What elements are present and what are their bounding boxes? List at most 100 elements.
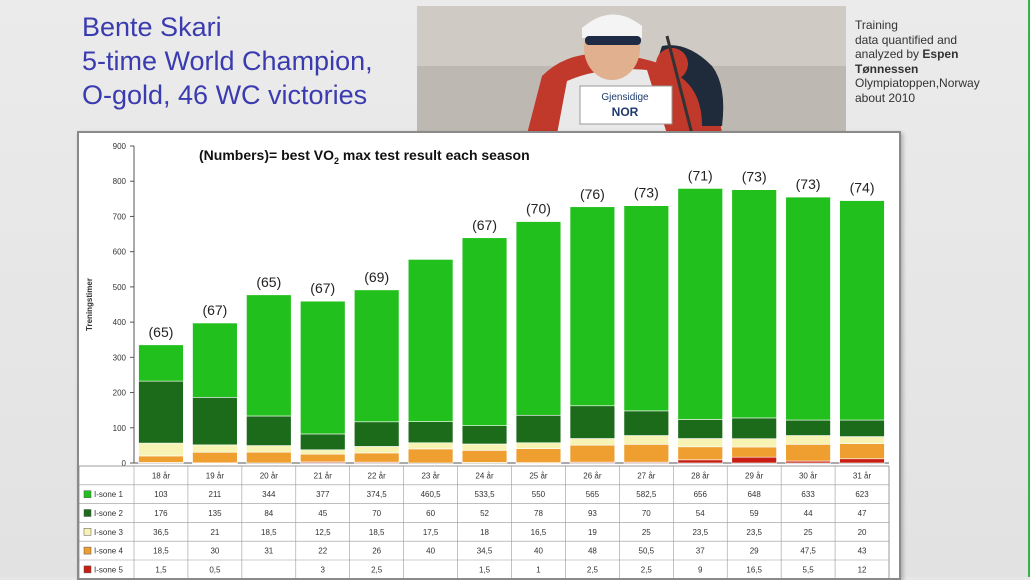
- legend-swatch: [83, 546, 92, 555]
- bar-segment: [515, 448, 562, 463]
- vo2-annotation: (70): [526, 201, 551, 217]
- vo2-annotation: (73): [742, 169, 767, 185]
- bar-segment: [677, 438, 723, 448]
- vo2-annotation: (73): [634, 185, 659, 201]
- table-value: 460,5: [421, 490, 442, 499]
- right-edge-stripe: [1028, 0, 1030, 577]
- bar-segment: [731, 417, 777, 439]
- legend-swatch: [83, 565, 92, 574]
- bar-segment: [461, 443, 508, 451]
- table-value: 70: [642, 509, 651, 518]
- table-value: 18,5: [261, 528, 277, 537]
- bar-segment: [785, 444, 831, 462]
- table-value: 84: [264, 509, 273, 518]
- legend-swatch: [83, 490, 92, 498]
- bar-segment: [839, 436, 885, 444]
- table-value: 18,5: [153, 547, 169, 556]
- chart-title-part: (Numbers)= best VO: [199, 147, 334, 163]
- skier-photo-illustration: Gjensidige NOR: [417, 6, 846, 134]
- vo2-annotation: (74): [850, 180, 875, 196]
- table-value: 211: [209, 490, 222, 499]
- table-value: 565: [586, 490, 600, 499]
- bar-segment: [246, 451, 292, 464]
- bar-segment: [677, 188, 723, 420]
- table-value: 176: [154, 509, 168, 518]
- table-value: 374,5: [367, 490, 388, 499]
- bar-segment: [569, 405, 616, 439]
- table-value: 2,5: [587, 565, 599, 574]
- y-tick-label: 700: [113, 212, 127, 221]
- x-category-label: 30 år: [799, 471, 818, 480]
- bar-segment: [569, 438, 616, 446]
- bar-segment: [461, 425, 508, 445]
- x-category-label: 22 år: [368, 471, 387, 480]
- y-tick-label: 300: [113, 353, 127, 362]
- y-tick-label: 100: [113, 424, 127, 433]
- vo2-annotation: (76): [580, 186, 605, 202]
- bar-segment: [407, 259, 454, 422]
- bar-segment: [785, 419, 831, 436]
- y-tick-label: 500: [113, 283, 127, 292]
- table-value: 2,5: [641, 565, 653, 574]
- y-tick-label: 600: [113, 248, 127, 257]
- table-value: 22: [318, 547, 327, 556]
- bar-segment: [839, 419, 885, 437]
- bar-segment: [138, 344, 184, 382]
- title-line-3: O-gold, 46 WC victories: [82, 80, 368, 110]
- credit-line-3: analyzed by Espen: [855, 47, 1025, 62]
- credit-text: Training data quantified and analyzed by…: [855, 18, 1025, 105]
- table-value: 18: [480, 528, 489, 537]
- table-value: 25: [642, 528, 651, 537]
- table-value: 20: [858, 528, 867, 537]
- bar-segment: [353, 289, 400, 423]
- bar-segment: [623, 444, 670, 463]
- table-value: 44: [804, 509, 813, 518]
- chart-title-subscript: 2: [334, 156, 339, 166]
- credit-line-1: Training: [855, 18, 898, 32]
- table-value: 2,5: [371, 565, 383, 574]
- table-value: 25: [804, 528, 813, 537]
- table-value: 344: [262, 490, 276, 499]
- bar-segment: [300, 300, 346, 435]
- y-tick-label: 800: [113, 177, 127, 186]
- table-value: 93: [588, 509, 597, 518]
- table-value: 1,5: [479, 565, 491, 574]
- credit-analyzed-by: analyzed by: [855, 47, 920, 61]
- x-category-label: 29 år: [745, 471, 764, 480]
- bar-segment: [569, 444, 616, 463]
- table-value: 633: [801, 490, 815, 499]
- slide-title: Bente Skari 5-time World Champion, O-gol…: [82, 10, 412, 112]
- title-line-2: 5-time World Champion,: [82, 46, 373, 76]
- legend-series-name: I-sone 1: [94, 490, 123, 499]
- bar-segment: [138, 380, 184, 444]
- table-value: 78: [534, 509, 543, 518]
- table-value: 47: [858, 509, 867, 518]
- legend-series-name: I-sone 2: [94, 509, 123, 518]
- title-line-1: Bente Skari: [82, 12, 222, 42]
- bar-segment: [246, 415, 292, 446]
- bar-segment: [731, 189, 777, 419]
- table-value: 54: [696, 509, 705, 518]
- bar-segment: [515, 442, 562, 449]
- bar-segment: [839, 200, 885, 421]
- x-category-label: 31 år: [853, 471, 872, 480]
- bar-segment: [839, 458, 885, 464]
- bar-segment: [407, 421, 454, 444]
- bar-segment: [192, 444, 238, 453]
- vo2-annotation: (71): [688, 167, 713, 183]
- table-value: 19: [588, 528, 597, 537]
- table-value: 1,5: [155, 565, 167, 574]
- table-value: 3: [321, 565, 326, 574]
- table-value: 12: [858, 565, 867, 574]
- vo2-annotation: (65): [149, 324, 174, 340]
- table-value: 1: [536, 565, 541, 574]
- vo2-annotation: (67): [310, 280, 335, 296]
- credit-date: about 2010: [855, 90, 916, 105]
- bar-segment: [246, 445, 292, 453]
- chart-panel: 0 100 200 300 400 500 600 700 800 900 Treningstime…: [77, 131, 901, 580]
- bar-segment: [785, 196, 831, 421]
- bar-segment: [300, 449, 346, 455]
- table-value: 40: [426, 547, 435, 556]
- bib-country: NOR: [612, 105, 639, 119]
- bar-segment: [353, 452, 400, 463]
